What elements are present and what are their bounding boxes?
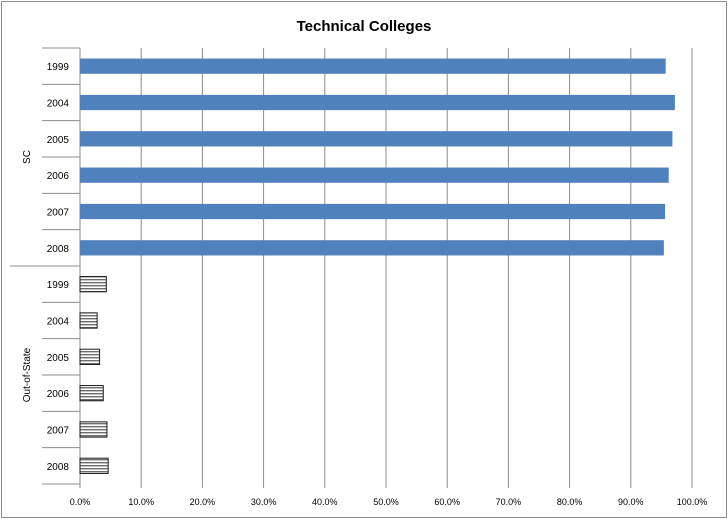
- x-tick-label: 50.0%: [373, 497, 399, 507]
- bar-sc-1999: [80, 58, 666, 74]
- x-tick-label: 100.0%: [677, 497, 708, 507]
- y-tick-label: 2004: [47, 99, 70, 110]
- x-tick-label: 10.0%: [128, 497, 154, 507]
- y-tick-label: 2006: [47, 171, 70, 182]
- group-label: SC: [22, 150, 33, 164]
- x-tick-label: 20.0%: [190, 497, 216, 507]
- bar-out-of-state-2007: [79, 421, 108, 438]
- y-tick-label: 2007: [47, 208, 70, 219]
- chart-title: Technical Colleges: [297, 18, 432, 35]
- x-tick-label: 60.0%: [434, 497, 460, 507]
- x-tick-label: 0.0%: [70, 497, 91, 507]
- y-tick-label: 2005: [47, 135, 70, 146]
- bar-sc-2007: [80, 203, 666, 220]
- bar-sc-2008: [80, 240, 664, 256]
- y-tick-label: 2005: [47, 353, 70, 364]
- x-tick-label: 30.0%: [251, 497, 277, 507]
- y-tick-label: 2006: [47, 389, 70, 400]
- bar-out-of-state-2005: [79, 348, 101, 365]
- bar-out-of-state-2004: [79, 312, 98, 329]
- group-label: Out-of-State: [22, 347, 33, 402]
- y-tick-label: 2004: [47, 317, 70, 328]
- bar-sc-2006: [80, 167, 669, 183]
- y-tick-label: 2008: [47, 244, 70, 255]
- bar-out-of-state-1999: [79, 276, 107, 293]
- x-tick-label: 90.0%: [618, 497, 644, 507]
- y-tick-label: 2007: [47, 426, 70, 437]
- bar-sc-2005: [80, 131, 673, 147]
- x-tick-label: 80.0%: [557, 497, 583, 507]
- bar-out-of-state-2008: [79, 457, 109, 474]
- x-tick-label: 70.0%: [496, 497, 522, 507]
- y-tick-label: 1999: [47, 62, 70, 73]
- y-tick-label: 2008: [47, 462, 70, 473]
- y-tick-label: 1999: [47, 280, 70, 291]
- bar-out-of-state-2006: [79, 385, 104, 402]
- x-tick-label: 40.0%: [312, 497, 338, 507]
- bar-sc-2004: [80, 94, 675, 111]
